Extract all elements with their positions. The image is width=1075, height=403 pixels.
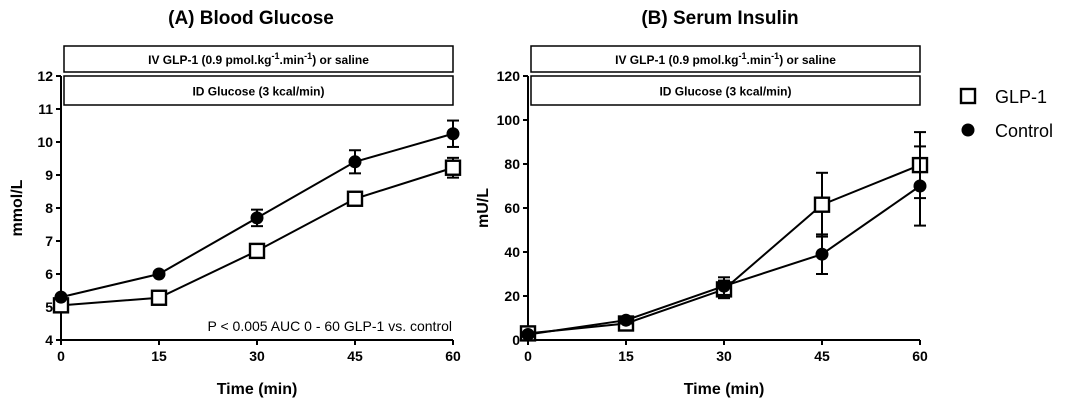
y-tick-label: 9	[45, 167, 53, 183]
series-control	[521, 145, 927, 341]
y-tick-label: 100	[497, 112, 521, 128]
x-tick-label: 30	[716, 348, 732, 364]
control-point	[913, 179, 927, 193]
banner-text-part: ) or saline	[312, 53, 369, 67]
control-point	[250, 211, 264, 225]
control-point	[521, 328, 535, 341]
banner-superscript: -1	[738, 51, 746, 61]
y-tick-label: 0	[512, 332, 520, 348]
glp1-point	[346, 190, 364, 207]
control-point	[348, 155, 362, 169]
y-tick-label: 20	[504, 288, 520, 304]
control-point	[619, 313, 633, 327]
banner-text: ID Glucose (3 kcal/min)	[659, 85, 791, 99]
series-line	[527, 185, 921, 336]
glp1-point	[248, 242, 266, 260]
banner-text: ID Glucose (3 kcal/min)	[192, 85, 324, 99]
y-tick-label: 8	[45, 200, 53, 216]
legend: GLP-1 Control	[959, 87, 1053, 141]
banner-text-part: IV GLP-1 (0.9 pmol.kg	[615, 53, 738, 67]
chart-title: (A) Blood Glucose	[168, 8, 334, 29]
glucose-banner	[530, 75, 921, 106]
banner-superscript: -1	[271, 51, 279, 61]
y-tick-label: 120	[497, 68, 521, 84]
y-tick-label: 6	[45, 266, 53, 282]
treatment-banner	[530, 45, 921, 73]
legend-square-icon	[959, 87, 977, 105]
x-axis-label: Time (min)	[217, 381, 298, 398]
treatment-banner	[63, 45, 454, 73]
x-tick-label: 45	[814, 348, 830, 364]
control-point	[717, 279, 731, 293]
y-tick-label: 11	[38, 101, 53, 117]
glp1-point	[444, 159, 462, 176]
x-tick-label: 0	[57, 348, 65, 364]
y-axis-label: mU/L	[475, 188, 492, 228]
glp1-point	[150, 289, 168, 306]
x-tick-label: 60	[912, 348, 928, 364]
y-axis-label: mmol/L	[9, 179, 26, 236]
legend-label: GLP-1	[995, 87, 1047, 107]
banner-text-part: ID Glucose (3 kcal/min)	[192, 85, 324, 99]
series-control	[54, 119, 460, 304]
y-tick-label: 7	[45, 233, 53, 249]
series-glp1	[519, 131, 929, 342]
x-tick-label: 30	[249, 348, 265, 364]
control-point	[815, 247, 829, 261]
series-glp1	[52, 156, 462, 314]
y-tick-label: 80	[504, 156, 520, 172]
control-point	[152, 267, 166, 281]
y-tick-label: 10	[37, 134, 53, 150]
x-tick-label: 15	[151, 348, 167, 364]
banner-superscript: -1	[304, 51, 312, 61]
y-tick-label: 4	[45, 332, 53, 348]
chart-title: (B) Serum Insulin	[641, 8, 798, 29]
banner-text: IV GLP-1 (0.9 pmol.kg-1.min-1) or saline	[615, 51, 836, 67]
banner-text-part: ID Glucose (3 kcal/min)	[659, 85, 791, 99]
x-tick-label: 15	[618, 348, 634, 364]
y-tick-label: 40	[504, 244, 520, 260]
banner-superscript: -1	[771, 51, 779, 61]
series-line	[527, 164, 921, 335]
control-point	[446, 127, 460, 141]
glp1-point	[813, 196, 831, 213]
legend-circle-icon	[961, 123, 975, 137]
control-point	[54, 290, 68, 304]
y-tick-label: 12	[37, 68, 53, 84]
x-tick-label: 45	[347, 348, 363, 364]
x-axis-label: Time (min)	[684, 381, 765, 398]
banner-text-part: ) or saline	[779, 53, 836, 67]
stats-annotation: P < 0.005 AUC 0 - 60 GLP-1 vs. control	[208, 318, 452, 334]
banner-text-part: .min	[280, 53, 305, 67]
glucose-banner	[63, 75, 454, 106]
x-tick-label: 60	[445, 348, 461, 364]
x-tick-label: 0	[524, 348, 532, 364]
series-line	[60, 166, 454, 307]
y-tick-label: 60	[504, 200, 520, 216]
banner-text: IV GLP-1 (0.9 pmol.kg-1.min-1) or saline	[148, 51, 369, 67]
legend-label: Control	[995, 121, 1053, 141]
banner-text-part: .min	[747, 53, 772, 67]
y-tick-label: 5	[45, 299, 53, 315]
banner-text-part: IV GLP-1 (0.9 pmol.kg	[148, 53, 271, 67]
